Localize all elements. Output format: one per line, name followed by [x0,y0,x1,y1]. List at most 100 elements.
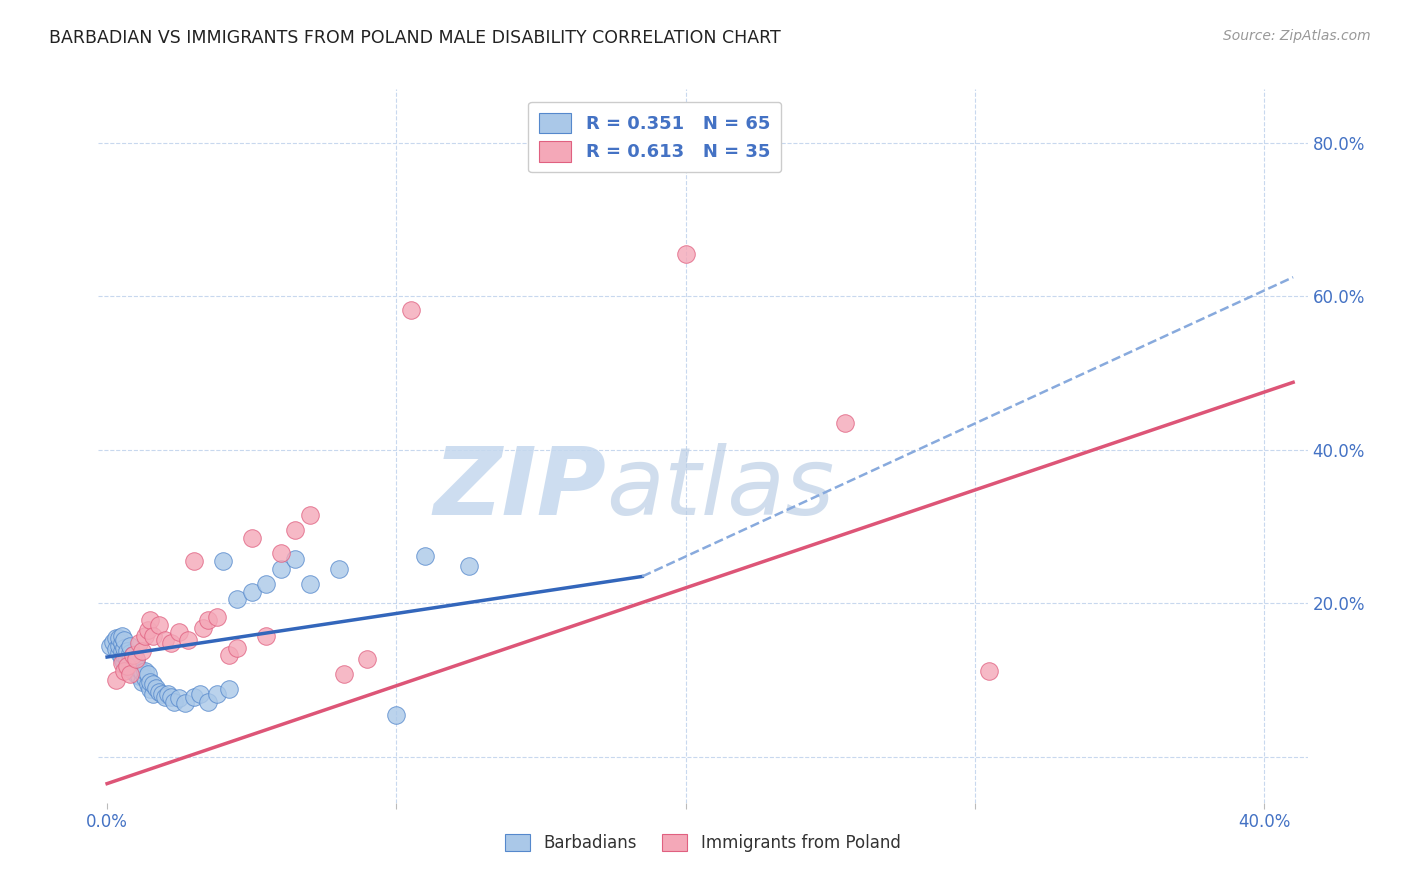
Point [153,633,176,648]
Point [226,592,249,607]
Point [356,651,378,665]
Point [159,690,181,704]
Point [136,677,159,691]
Text: atlas: atlas [606,443,835,534]
Point [128,636,150,650]
Point [110,644,132,658]
Point [177,633,200,648]
Point [117,651,139,665]
Point [174,696,197,710]
Point [254,577,277,591]
Point [413,549,436,563]
Point [120,639,142,653]
Point [107,631,129,645]
Text: BARBADIAN VS IMMIGRANTS FROM POLAND MALE DISABILITY CORRELATION CHART: BARBADIAN VS IMMIGRANTS FROM POLAND MALE… [49,29,780,47]
Point [114,664,136,678]
Point [183,690,205,704]
Point [120,661,142,675]
Point [153,690,176,704]
Point [205,610,228,624]
Point [122,648,145,663]
Point [131,665,153,680]
Point [114,648,136,663]
Point [240,531,263,545]
Point [114,656,136,670]
Point [117,659,139,673]
Point [834,416,856,430]
Point [191,621,214,635]
Point [110,651,132,665]
Point [298,577,321,591]
Point [145,681,167,695]
Point [150,687,173,701]
Point [218,682,240,697]
Point [240,584,263,599]
Point [104,673,127,687]
Point [328,562,350,576]
Point [120,646,142,660]
Point [156,687,179,701]
Point [110,628,132,642]
Point [183,554,205,568]
Point [457,559,479,574]
Point [139,613,162,627]
Point [122,664,145,678]
Point [104,631,127,645]
Point [333,666,356,681]
Point [148,684,170,698]
Point [125,666,148,681]
Point [131,644,153,658]
Point [114,640,136,655]
Point [197,694,219,708]
Point [134,628,156,642]
Point [107,639,129,653]
Point [142,687,165,701]
Point [139,682,162,697]
Point [98,639,121,653]
Legend: Barbadians, Immigrants from Poland: Barbadians, Immigrants from Poland [499,827,907,859]
Point [110,636,132,650]
Point [125,651,148,665]
Point [218,648,240,663]
Point [114,633,136,648]
Point [134,664,156,678]
Point [211,554,233,568]
Text: ZIP: ZIP [433,442,606,535]
Point [226,640,249,655]
Point [148,617,170,632]
Point [128,669,150,683]
Point [270,562,292,576]
Point [205,687,228,701]
Point [117,659,139,673]
Point [107,646,129,660]
Point [284,524,307,538]
Point [117,644,139,658]
Point [120,666,142,681]
Text: Source: ZipAtlas.com: Source: ZipAtlas.com [1223,29,1371,43]
Point [136,623,159,637]
Point [131,674,153,689]
Point [197,613,219,627]
Point [162,694,184,708]
Point [159,636,181,650]
Point [134,672,156,686]
Point [139,674,162,689]
Point [169,625,191,640]
Point [125,651,148,665]
Point [120,654,142,668]
Point [298,508,321,522]
Point [399,303,422,318]
Point [675,247,697,261]
Point [284,551,307,566]
Point [128,661,150,675]
Point [125,659,148,673]
Point [270,546,292,560]
Point [122,656,145,670]
Point [142,677,165,691]
Point [142,628,165,642]
Point [188,687,211,701]
Point [979,664,1001,678]
Point [122,648,145,663]
Point [110,656,132,670]
Point [136,666,159,681]
